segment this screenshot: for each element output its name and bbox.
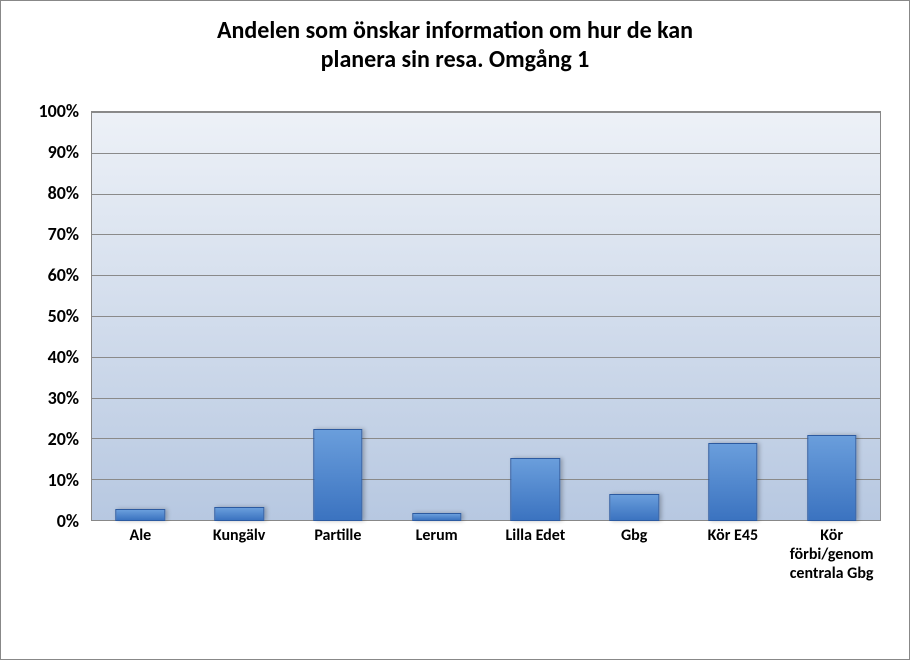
bar-slot	[289, 111, 388, 521]
bar	[214, 507, 263, 521]
chart-title-line2: planera sin resa. Omgång 1	[321, 45, 590, 74]
y-tick-label: 70%	[48, 223, 79, 245]
chart-container: Andelen som önskar information om hur de…	[0, 0, 910, 660]
chart-title-line1: Andelen som önskar information om hur de…	[217, 16, 693, 45]
bar	[511, 458, 560, 522]
y-tick-label: 90%	[48, 141, 79, 163]
x-axis-label: Kör E45	[684, 526, 783, 584]
bar-slot	[486, 111, 585, 521]
y-tick-label: 10%	[48, 469, 79, 491]
bar	[116, 509, 165, 521]
y-tick-label: 80%	[48, 182, 79, 204]
bar-slot	[190, 111, 289, 521]
bar-slot	[387, 111, 486, 521]
x-axis-label: Lerum	[387, 526, 486, 584]
chart-title: Andelen som önskar information om hur de…	[1, 1, 909, 75]
bar-slot	[585, 111, 684, 521]
bar	[412, 513, 461, 521]
bar	[708, 443, 757, 521]
y-axis: 0%10%20%30%40%50%60%70%80%90%100%	[1, 111, 85, 521]
y-tick-label: 40%	[48, 346, 79, 368]
bars-group	[91, 111, 881, 521]
bar-slot	[91, 111, 190, 521]
bar	[807, 435, 856, 521]
x-axis-labels: AleKungälvPartilleLerumLilla EdetGbgKör …	[91, 526, 881, 584]
x-axis-label: Partille	[289, 526, 388, 584]
x-axis-label: Lilla Edet	[486, 526, 585, 584]
y-tick-label: 30%	[48, 387, 79, 409]
y-tick-label: 60%	[48, 264, 79, 286]
bar-slot	[782, 111, 881, 521]
y-tick-label: 0%	[57, 510, 79, 532]
x-axis-label: Kungälv	[190, 526, 289, 584]
y-tick-label: 20%	[48, 428, 79, 450]
bar-slot	[684, 111, 783, 521]
x-axis-label: Kör förbi/genom centrala Gbg	[782, 526, 881, 584]
plot-area-wrap	[91, 111, 881, 521]
bar	[609, 494, 658, 521]
y-tick-label: 50%	[48, 305, 79, 327]
y-tick-label: 100%	[39, 100, 80, 122]
x-axis-label: Gbg	[585, 526, 684, 584]
bar	[313, 429, 362, 521]
x-axis-label: Ale	[91, 526, 190, 584]
